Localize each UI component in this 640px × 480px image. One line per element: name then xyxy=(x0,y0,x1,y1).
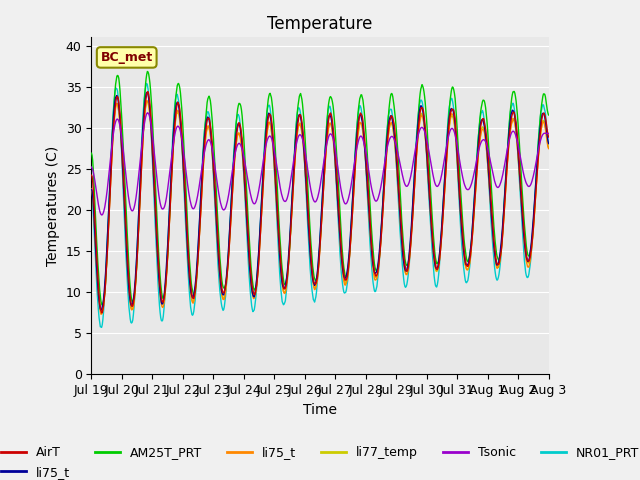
Line: AirT: AirT xyxy=(92,92,548,313)
Line: li75_t: li75_t xyxy=(92,93,548,310)
AirT xyxy=(98,310,106,316)
Tsonic xyxy=(144,110,152,116)
li75_t_orange xyxy=(376,249,384,255)
NR01_PRT xyxy=(98,324,106,330)
li75_t_orange xyxy=(215,259,223,264)
AM25T_PRT xyxy=(144,69,152,75)
li75_t xyxy=(215,256,223,262)
li77_temp xyxy=(545,145,552,151)
li75_t_orange xyxy=(96,304,104,310)
AirT xyxy=(376,248,384,253)
AirT xyxy=(144,89,152,95)
li75_t_orange xyxy=(191,295,198,301)
li75_t xyxy=(143,90,150,96)
NR01_PRT xyxy=(545,141,552,147)
li75_t xyxy=(390,123,397,129)
NR01_PRT xyxy=(96,320,104,325)
AirT xyxy=(545,134,552,140)
li75_t xyxy=(96,303,104,309)
li77_temp xyxy=(390,130,397,135)
NR01_PRT xyxy=(376,247,384,253)
Line: NR01_PRT: NR01_PRT xyxy=(92,84,548,327)
Legend: AirT, li75_t, AM25T_PRT, li75_t, li77_temp, Tsonic, NR01_PRT: AirT, li75_t, AM25T_PRT, li75_t, li77_te… xyxy=(0,441,640,480)
Tsonic xyxy=(390,135,397,141)
li77_temp xyxy=(144,100,152,106)
Line: li75_t_orange: li75_t_orange xyxy=(92,101,548,314)
Tsonic xyxy=(143,110,151,116)
li75_t_orange xyxy=(144,98,152,104)
NR01_PRT xyxy=(191,303,198,309)
NR01_PRT xyxy=(88,194,95,200)
NR01_PRT xyxy=(143,81,150,86)
li77_temp xyxy=(96,302,104,308)
Tsonic xyxy=(191,205,198,211)
AirT xyxy=(191,293,198,299)
AirT xyxy=(143,89,151,95)
li75_t xyxy=(97,307,105,313)
li77_temp xyxy=(143,98,150,104)
AM25T_PRT xyxy=(215,232,223,238)
li75_t_orange xyxy=(143,98,150,104)
li77_temp xyxy=(98,309,106,315)
AM25T_PRT xyxy=(143,69,151,74)
AM25T_PRT xyxy=(545,112,552,118)
AM25T_PRT xyxy=(191,290,198,296)
li77_temp xyxy=(376,248,384,253)
NR01_PRT xyxy=(215,272,223,277)
Tsonic xyxy=(545,131,552,136)
li75_t xyxy=(88,187,95,192)
Y-axis label: Temperatures (C): Temperatures (C) xyxy=(46,146,60,266)
li75_t xyxy=(191,288,198,294)
Line: li77_temp: li77_temp xyxy=(92,101,548,312)
li77_temp xyxy=(191,294,198,300)
Tsonic xyxy=(96,208,104,214)
AirT xyxy=(390,118,397,124)
li75_t_orange xyxy=(390,127,397,133)
Line: AM25T_PRT: AM25T_PRT xyxy=(92,72,548,305)
AM25T_PRT xyxy=(390,98,397,104)
Text: BC_met: BC_met xyxy=(100,51,153,64)
X-axis label: Time: Time xyxy=(303,403,337,417)
li77_temp xyxy=(215,255,223,261)
NR01_PRT xyxy=(144,86,152,92)
li75_t xyxy=(144,92,152,97)
li77_temp xyxy=(88,187,95,192)
AM25T_PRT xyxy=(96,288,104,293)
AirT xyxy=(96,300,104,305)
NR01_PRT xyxy=(390,122,397,128)
AirT xyxy=(88,172,95,178)
li75_t xyxy=(545,141,552,146)
li75_t_orange xyxy=(545,146,552,152)
AM25T_PRT xyxy=(376,245,384,251)
Line: Tsonic: Tsonic xyxy=(92,113,548,215)
Tsonic xyxy=(376,188,384,193)
Tsonic xyxy=(88,164,95,170)
li75_t_orange xyxy=(88,186,95,192)
AM25T_PRT xyxy=(99,302,106,308)
Title: Temperature: Temperature xyxy=(268,15,372,33)
Tsonic xyxy=(98,212,106,218)
AirT xyxy=(215,246,223,252)
li75_t_orange xyxy=(97,312,105,317)
Tsonic xyxy=(215,190,223,195)
li75_t xyxy=(376,240,384,246)
AM25T_PRT xyxy=(88,150,95,156)
